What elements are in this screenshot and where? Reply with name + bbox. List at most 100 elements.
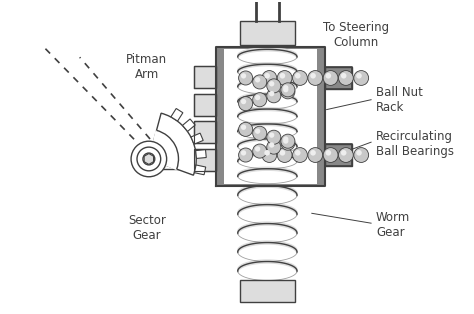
Polygon shape (238, 48, 297, 58)
Circle shape (264, 73, 270, 78)
Polygon shape (238, 69, 297, 78)
Circle shape (280, 73, 285, 78)
Polygon shape (238, 81, 297, 90)
Circle shape (338, 148, 353, 162)
Circle shape (267, 79, 281, 93)
Bar (325, 144, 352, 166)
Circle shape (267, 140, 281, 154)
Circle shape (326, 150, 331, 156)
Circle shape (277, 148, 292, 162)
Circle shape (281, 136, 295, 150)
Circle shape (241, 125, 246, 130)
Circle shape (323, 148, 338, 162)
Circle shape (269, 133, 274, 138)
Circle shape (253, 126, 267, 140)
Text: Recirculating
Ball Bearings: Recirculating Ball Bearings (376, 130, 454, 158)
Circle shape (143, 153, 155, 165)
Circle shape (255, 95, 260, 100)
Bar (194, 94, 216, 116)
Polygon shape (238, 78, 297, 88)
Circle shape (131, 141, 167, 177)
Circle shape (295, 150, 301, 156)
Circle shape (264, 150, 270, 156)
Polygon shape (238, 93, 297, 101)
Circle shape (262, 71, 277, 85)
Polygon shape (238, 93, 297, 103)
Circle shape (280, 150, 285, 156)
Polygon shape (238, 152, 297, 163)
Circle shape (292, 71, 307, 85)
Polygon shape (191, 133, 203, 144)
Polygon shape (171, 109, 183, 121)
Bar (216, 47, 325, 186)
Bar (240, 280, 295, 302)
Circle shape (241, 73, 246, 78)
Polygon shape (238, 116, 297, 125)
Text: Pitman
Arm: Pitman Arm (126, 53, 167, 81)
Bar (240, 21, 295, 46)
Polygon shape (238, 184, 297, 197)
Circle shape (308, 148, 323, 162)
Circle shape (267, 130, 281, 144)
Text: Worm
Gear: Worm Gear (376, 211, 410, 239)
Circle shape (283, 87, 289, 92)
Circle shape (137, 147, 161, 171)
Circle shape (283, 136, 289, 142)
Circle shape (238, 71, 253, 85)
Circle shape (269, 142, 274, 148)
Polygon shape (238, 203, 297, 216)
Circle shape (255, 128, 260, 134)
Wedge shape (149, 113, 196, 175)
Circle shape (356, 73, 362, 78)
Polygon shape (194, 165, 206, 175)
Circle shape (356, 150, 362, 156)
Polygon shape (144, 154, 154, 165)
Circle shape (326, 73, 331, 78)
Bar (194, 66, 216, 88)
Circle shape (269, 81, 274, 86)
Text: Sector
Gear: Sector Gear (128, 214, 166, 242)
Polygon shape (182, 119, 195, 131)
Polygon shape (238, 122, 297, 133)
Polygon shape (238, 108, 297, 118)
Circle shape (238, 148, 253, 162)
Wedge shape (149, 130, 179, 170)
Circle shape (281, 134, 295, 148)
Circle shape (292, 148, 307, 162)
Circle shape (277, 71, 292, 85)
Polygon shape (238, 105, 297, 113)
Bar (194, 122, 216, 143)
Circle shape (323, 71, 338, 85)
Circle shape (255, 77, 260, 83)
Circle shape (283, 138, 289, 144)
Polygon shape (238, 241, 297, 253)
Circle shape (283, 85, 289, 90)
Circle shape (267, 89, 281, 103)
Circle shape (281, 83, 295, 97)
Polygon shape (238, 57, 297, 67)
Bar (194, 149, 216, 171)
Polygon shape (238, 46, 297, 55)
Circle shape (269, 91, 274, 96)
Circle shape (341, 150, 346, 156)
Circle shape (281, 85, 295, 99)
Bar (325, 67, 352, 89)
Circle shape (354, 148, 369, 162)
Circle shape (341, 73, 346, 78)
Circle shape (253, 93, 267, 107)
Circle shape (295, 73, 301, 78)
Polygon shape (238, 167, 297, 178)
Polygon shape (238, 138, 297, 148)
Circle shape (241, 99, 246, 104)
Circle shape (255, 146, 260, 152)
Circle shape (238, 122, 253, 136)
Circle shape (308, 71, 323, 85)
Circle shape (338, 71, 353, 85)
Polygon shape (238, 63, 297, 73)
Circle shape (262, 148, 277, 162)
Circle shape (238, 97, 253, 111)
Polygon shape (238, 222, 297, 235)
Circle shape (253, 75, 267, 89)
Text: To Steering
Column: To Steering Column (323, 21, 389, 49)
Circle shape (241, 150, 246, 156)
